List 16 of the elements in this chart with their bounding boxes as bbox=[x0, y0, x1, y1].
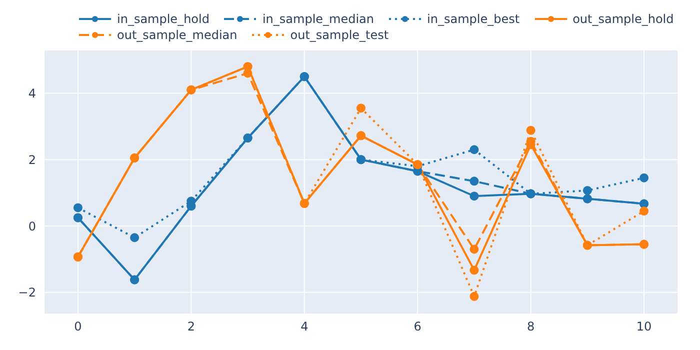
legend-label: in_sample_hold bbox=[117, 12, 210, 26]
legend-label: in_sample_median bbox=[262, 12, 374, 26]
y-tick-label: 2 bbox=[28, 152, 36, 167]
legend-label: out_sample_median bbox=[117, 28, 238, 42]
x-tick-label: 6 bbox=[414, 320, 422, 334]
x-tick-label: 10 bbox=[636, 320, 652, 334]
legend-label: out_sample_test bbox=[290, 28, 389, 42]
y-tick-label: 4 bbox=[28, 86, 36, 100]
y-tick-label: −2 bbox=[18, 286, 36, 300]
x-tick-label: 8 bbox=[527, 320, 535, 334]
legend-label: in_sample_best bbox=[427, 12, 520, 26]
x-tick-label: 0 bbox=[74, 320, 82, 334]
legend-label: out_sample_hold bbox=[572, 12, 674, 26]
x-tick-label: 4 bbox=[300, 320, 308, 334]
y-tick-label: 0 bbox=[28, 219, 36, 234]
x-tick-label: 2 bbox=[187, 320, 195, 334]
